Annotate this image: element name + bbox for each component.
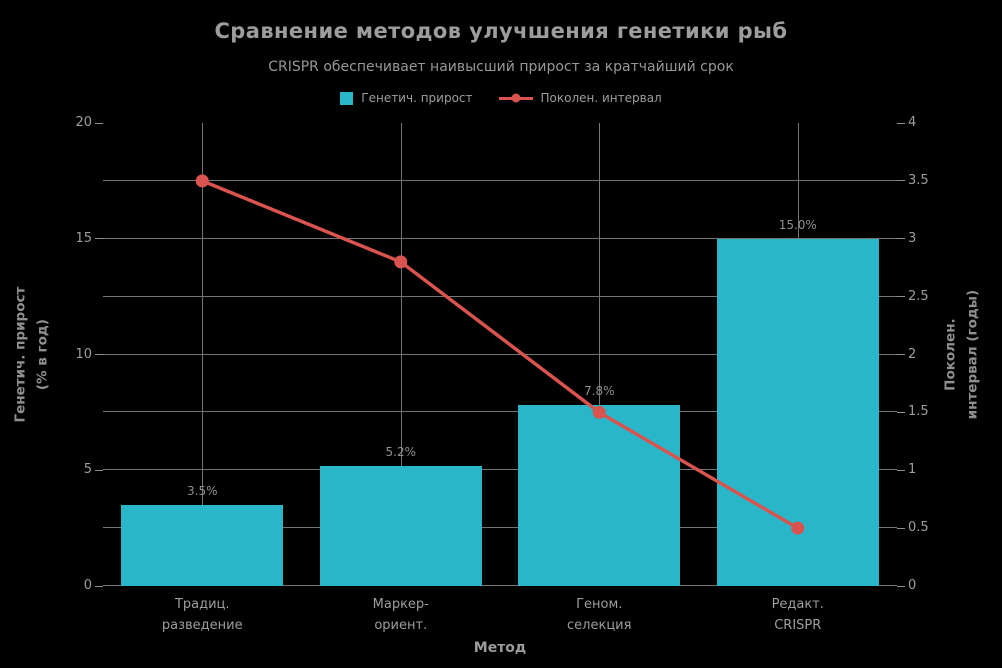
right-tick-mark (897, 527, 905, 529)
right-tick-label: 1 (908, 462, 917, 478)
gridline-horizontal (103, 295, 897, 297)
legend-label: Поколен. интервал (540, 91, 662, 105)
right-tick-label: 4 (908, 115, 917, 130)
x-tick-label: Традиц. разведение (161, 597, 243, 633)
right-tick-label: 1.5 (908, 404, 929, 420)
right-tick-mark (897, 180, 905, 182)
gridline-horizontal (103, 527, 897, 529)
right-tick-label: 3 (908, 230, 917, 246)
bar (319, 465, 482, 586)
legend: Генетич. прирост Поколен. интервал (0, 91, 1002, 105)
left-tick-label: 20 (75, 115, 92, 130)
line-marker (592, 405, 606, 419)
bar-value-label: 3.5% (187, 483, 218, 498)
right-axis-title: Поколен. интервал (годы) (942, 289, 980, 420)
gridline-horizontal (103, 353, 897, 355)
line-swatch-icon (498, 93, 533, 103)
right-tick-label: 2.5 (908, 288, 929, 304)
right-tick-label: 2 (908, 346, 917, 362)
x-tick-label: Редакт. CRISPR (771, 597, 824, 633)
legend-item-genetic-gain[interactable]: Генетич. прирост (340, 91, 473, 105)
bar (121, 504, 284, 586)
left-tick-mark (95, 469, 103, 471)
legend-label: Генетич. прирост (361, 91, 473, 105)
bar-value-label: 15.0% (778, 217, 817, 232)
left-tick-mark (95, 585, 103, 587)
left-tick-label: 15 (75, 230, 92, 246)
gridline-horizontal (103, 237, 897, 239)
gridline-vertical (400, 123, 402, 586)
right-tick-label: 0.5 (908, 520, 929, 536)
gridline-horizontal (103, 585, 897, 586)
gridline-horizontal (103, 411, 897, 413)
left-tick-mark (95, 122, 103, 124)
legend-item-generation-interval[interactable]: Поколен. интервал (498, 91, 662, 105)
bar (518, 405, 681, 586)
line-marker (394, 255, 408, 269)
bar-value-label: 7.8% (584, 384, 615, 399)
right-tick-mark (897, 238, 905, 240)
x-axis-title: Метод (473, 640, 527, 656)
x-tick-label: Маркер- ориент. (372, 597, 429, 633)
right-tick-mark (897, 122, 905, 124)
right-tick-mark (897, 354, 905, 355)
chart-subtitle: CRISPR обеспечивает наивысший прирост за… (268, 59, 734, 75)
right-tick-mark (897, 469, 905, 471)
left-tick-label: 10 (75, 346, 92, 362)
left-tick-mark (95, 354, 103, 355)
x-tick-label: Геном. селекция (567, 597, 632, 633)
gridline-vertical (202, 123, 204, 586)
right-tick-label: 3.5 (908, 172, 929, 188)
gridline-horizontal (103, 179, 897, 181)
chart-title: Сравнение методов улучшения генетики рыб (214, 19, 788, 43)
gridline-horizontal (103, 469, 897, 471)
plot-area: 3.5% 5.2% 7.8% 15.0% (103, 123, 897, 586)
left-tick-mark (95, 238, 103, 240)
line-marker (195, 174, 209, 188)
right-tick-label: 0 (908, 578, 917, 593)
gridline-vertical (599, 123, 601, 586)
line-marker (791, 521, 805, 535)
bar-value-label: 5.2% (385, 444, 417, 459)
right-tick-mark (897, 585, 905, 587)
line-path (201, 179, 799, 530)
right-tick-mark (897, 411, 905, 413)
line-series (195, 174, 805, 535)
bar-swatch-icon (340, 91, 354, 105)
left-tick-label: 5 (83, 462, 92, 478)
left-tick-label: 0 (83, 578, 92, 593)
right-tick-mark (897, 296, 905, 298)
